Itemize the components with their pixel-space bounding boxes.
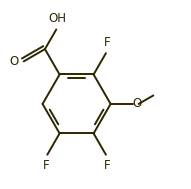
Text: F: F bbox=[104, 159, 111, 172]
Text: F: F bbox=[104, 36, 111, 49]
Text: O: O bbox=[9, 55, 18, 68]
Text: F: F bbox=[43, 159, 50, 172]
Text: O: O bbox=[132, 98, 141, 110]
Text: OH: OH bbox=[48, 12, 66, 25]
